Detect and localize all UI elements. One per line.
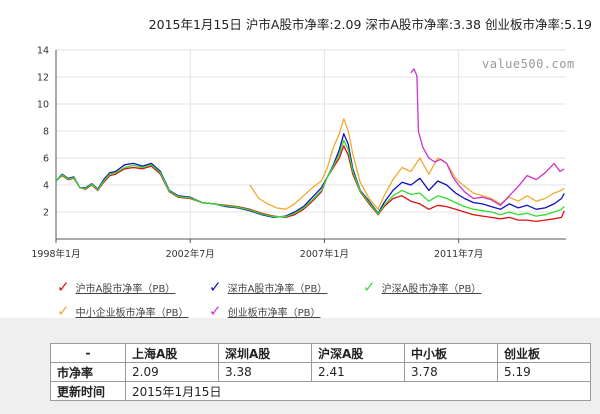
legend: ✓ 沪市A股市净率（PB） ✓ 深市A股市净率（PB） ✓ 沪深A股市净率（PB… xyxy=(0,278,600,320)
cell-pb-sz: 3.38 xyxy=(218,362,312,382)
col-header-hs: 沪深A股 xyxy=(311,343,405,363)
x-tick-label: 1998年1月 xyxy=(31,248,80,260)
legend-label: 创业板市净率（PB） xyxy=(227,308,321,319)
y-tick-label: 2 xyxy=(43,208,49,219)
legend-item-gem[interactable]: ✓ 创业板市净率（PB） xyxy=(209,302,321,320)
y-tick-label: 10 xyxy=(37,100,49,111)
legend-check-icon: ✓ xyxy=(363,278,376,296)
legend-label: 沪市A股市净率（PB） xyxy=(75,284,176,295)
cell-pb-hs: 2.41 xyxy=(311,362,405,382)
table-row: 市净率 2.09 3.38 2.41 3.78 5.19 xyxy=(50,362,591,382)
col-header-sme: 中小板 xyxy=(404,343,498,363)
y-tick-label: 6 xyxy=(43,154,49,165)
y-tick-label: 12 xyxy=(37,73,49,84)
legend-item-sz[interactable]: ✓ 深市A股市净率（PB） xyxy=(209,278,328,296)
col-header-sz: 深圳A股 xyxy=(218,343,312,363)
pb-summary-table: - 上海A股 深圳A股 沪深A股 中小板 创业板 市净率 2.09 3.38 2… xyxy=(50,343,591,401)
summary-panel: - 上海A股 深圳A股 沪深A股 中小板 创业板 市净率 2.09 3.38 2… xyxy=(0,318,600,414)
series-line-sz xyxy=(55,133,565,219)
cell-pb-sme: 3.78 xyxy=(404,362,498,382)
series-line-sh xyxy=(55,145,565,223)
cell-pb-sh: 2.09 xyxy=(125,362,219,382)
x-tick-label: 2011年7月 xyxy=(434,248,483,260)
legend-check-icon: ✓ xyxy=(209,278,222,296)
legend-item-hs[interactable]: ✓ 沪深A股市净率（PB） xyxy=(363,278,482,296)
table-header-row: - 上海A股 深圳A股 沪深A股 中小板 创业板 xyxy=(50,343,591,363)
header-dash: - xyxy=(50,343,126,363)
legend-item-sme[interactable]: ✓ 中小企业板市净率（PB） xyxy=(57,302,189,320)
y-tick-label: 4 xyxy=(43,181,49,192)
cell-update-time: 2015年1月15日 xyxy=(125,381,591,401)
series-line-hs xyxy=(55,139,565,218)
col-header-gem: 创业板 xyxy=(497,343,591,363)
legend-check-icon: ✓ xyxy=(57,278,70,296)
legend-label: 中小企业板市净率（PB） xyxy=(75,308,189,319)
y-tick-label: 14 xyxy=(37,46,49,57)
watermark: value500.com xyxy=(482,57,575,71)
pb-line-chart: 2 4 6 8 10 12 14 1998年1月 2002年7月 2007年1月 2011年7月 v… xyxy=(31,46,575,261)
table-row: 更新时间 2015年1月15日 xyxy=(50,381,591,401)
x-tick-label: 2002年7月 xyxy=(166,248,215,260)
row-label-pb: 市净率 xyxy=(50,362,126,382)
legend-item-sh[interactable]: ✓ 沪市A股市净率（PB） xyxy=(57,278,176,296)
chart-headline: 2015年1月15日 沪市A股市净率:2.09 深市A股市净率:3.38 创业板… xyxy=(148,17,592,32)
series-line-gem xyxy=(410,68,565,206)
cell-pb-gem: 5.19 xyxy=(497,362,591,382)
col-header-sh: 上海A股 xyxy=(125,343,219,363)
x-tick-label: 2007年1月 xyxy=(300,248,349,260)
legend-label: 深市A股市净率（PB） xyxy=(227,284,328,295)
legend-label: 沪深A股市净率（PB） xyxy=(381,284,482,295)
legend-check-icon: ✓ xyxy=(57,302,70,320)
y-tick-label: 8 xyxy=(43,127,49,138)
legend-check-icon: ✓ xyxy=(209,302,222,320)
row-label-update: 更新时间 xyxy=(50,381,126,401)
series-line-sme xyxy=(249,118,565,210)
